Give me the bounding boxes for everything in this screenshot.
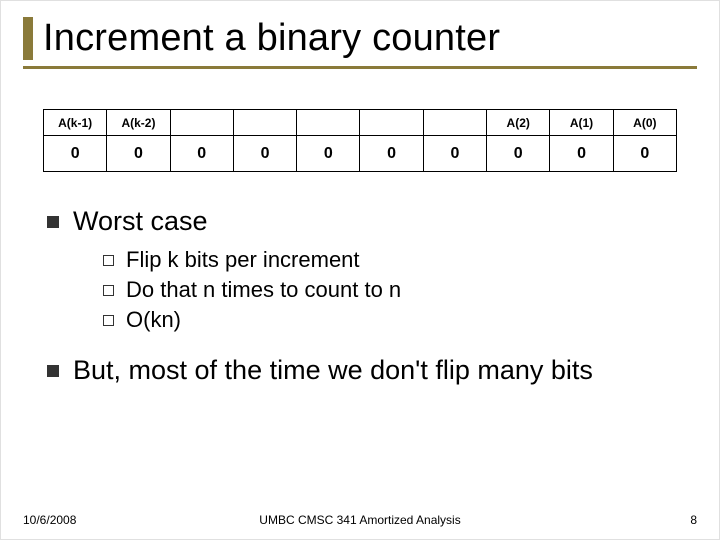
slide: Increment a binary counter A(k-1) A(k-2)… [0,0,720,540]
title-accent: Increment a binary counter [23,17,697,60]
col-header: A(k-1) [44,110,107,136]
counter-table-wrap: A(k-1) A(k-2) A(2) A(1) A(0) 0 0 0 [23,109,697,172]
table-row: 0 0 0 0 0 0 0 0 0 0 [44,136,677,172]
bullet-worst-case: Worst case [47,206,697,237]
table-cell: 0 [613,136,676,172]
counter-table: A(k-1) A(k-2) A(2) A(1) A(0) 0 0 0 [43,109,677,172]
slide-title: Increment a binary counter [43,17,697,60]
hollow-bullet-icon [103,255,114,266]
col-header: A(2) [487,110,550,136]
col-header: A(0) [613,110,676,136]
table-cell: 0 [487,136,550,172]
sub-bullet: Flip k bits per increment [103,247,697,273]
sub-bullet-text: O(kn) [126,307,181,333]
square-bullet-icon [47,216,59,228]
sub-bullet: O(kn) [103,307,697,333]
col-header [233,110,296,136]
footer-center: UMBC CMSC 341 Amortized Analysis [23,513,697,527]
slide-body: Worst case Flip k bits per increment Do … [23,206,697,386]
hollow-bullet-icon [103,315,114,326]
title-rule: Increment a binary counter [23,17,697,69]
table-cell: 0 [550,136,613,172]
table-cell: 0 [297,136,360,172]
sub-bullet-text: Flip k bits per increment [126,247,360,273]
bullet-text: Worst case [73,206,208,237]
col-header [423,110,486,136]
sub-bullets: Flip k bits per increment Do that n time… [47,247,697,333]
square-bullet-icon [47,365,59,377]
table-cell: 0 [170,136,233,172]
bullet-text: But, most of the time we don't flip many… [73,355,593,386]
col-header [297,110,360,136]
table-cell: 0 [107,136,170,172]
table-cell: 0 [423,136,486,172]
col-header: A(1) [550,110,613,136]
table-cell: 0 [233,136,296,172]
col-header: A(k-2) [107,110,170,136]
sub-bullet-text: Do that n times to count to n [126,277,401,303]
hollow-bullet-icon [103,285,114,296]
table-header-row: A(k-1) A(k-2) A(2) A(1) A(0) [44,110,677,136]
col-header [360,110,423,136]
bullet-conclusion: But, most of the time we don't flip many… [47,355,697,386]
table-cell: 0 [44,136,107,172]
sub-bullet: Do that n times to count to n [103,277,697,303]
slide-footer: 10/6/2008 UMBC CMSC 341 Amortized Analys… [23,513,697,527]
table-cell: 0 [360,136,423,172]
col-header [170,110,233,136]
